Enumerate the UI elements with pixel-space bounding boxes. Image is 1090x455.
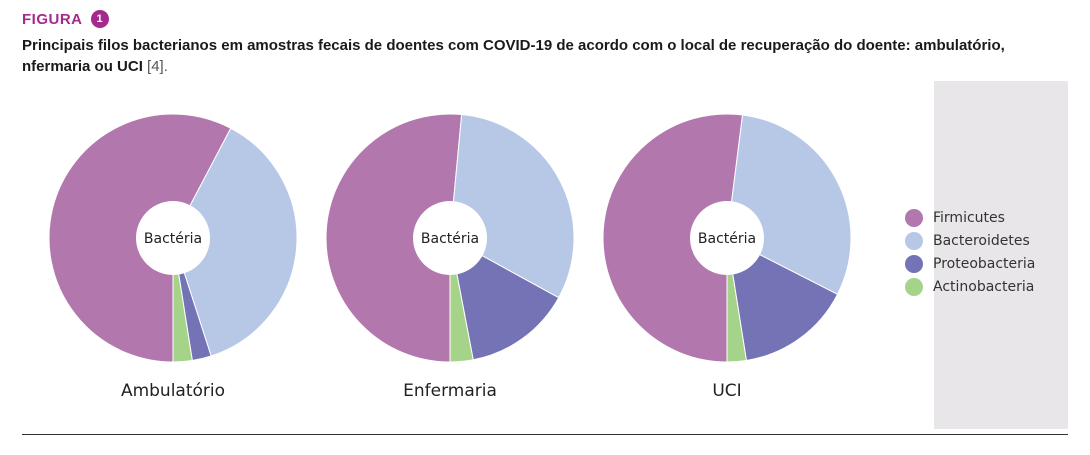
figure-reference: [4]. <box>147 58 168 75</box>
figure-title: Principais filos bacterianos em amostras… <box>22 35 1072 77</box>
legend-label: Firmicutes <box>933 209 1005 226</box>
legend-item-actinobacteria: Actinobacteria <box>905 275 1035 298</box>
center-label: Bactéria <box>421 231 479 247</box>
chart-title: Ambulatório <box>121 381 225 401</box>
figure-header: FIGURA 1 Principais filos bacterianos em… <box>22 10 1072 77</box>
pie-chart-0: Bactéria Ambulatório <box>48 113 298 401</box>
legend-swatch <box>905 254 923 273</box>
pie-slice-proteobacteria <box>726 237 839 362</box>
donut-hole <box>136 201 210 275</box>
legend-item-bacteroidetes: Bacteroidetes <box>905 229 1035 252</box>
bottom-rule <box>22 434 1068 435</box>
legend-label: Proteobacteria <box>933 255 1036 272</box>
figure-title-text: Principais filos bacterianos em amostras… <box>22 37 1005 75</box>
center-label: Bactéria <box>144 231 202 247</box>
legend-item-proteobacteria: Proteobacteria <box>905 252 1035 275</box>
chart-legend: Firmicutes Bacteroidetes Proteobacteria Act… <box>905 206 1035 298</box>
center-label: Bactéria <box>698 231 756 247</box>
donut-hole <box>413 201 487 275</box>
legend-label: Bacteroidetes <box>933 232 1030 249</box>
legend-swatch <box>905 277 923 296</box>
pie-chart-2: Bactéria UCI <box>602 113 852 401</box>
legend-panel <box>934 81 1068 429</box>
legend-label: Actinobacteria <box>933 278 1035 295</box>
pie-slice-firmicutes <box>325 113 463 363</box>
pie-slice-proteobacteria <box>449 237 560 361</box>
figure-word: FIGURA <box>22 10 83 28</box>
pie-slice-firmicutes <box>602 113 744 363</box>
chart-title: UCI <box>712 381 741 401</box>
figure-number-badge: 1 <box>90 10 109 28</box>
figure-label: FIGURA 1 <box>22 10 1072 28</box>
pie-slice-bacteroidetes <box>172 127 298 357</box>
legend-swatch <box>905 208 923 227</box>
legend-item-firmicutes: Firmicutes <box>905 206 1035 229</box>
donut-hole <box>690 201 764 275</box>
legend-swatch <box>905 231 923 250</box>
pie-chart-1: Bactéria Enfermaria <box>325 113 575 401</box>
chart-title: Enfermaria <box>403 381 497 401</box>
